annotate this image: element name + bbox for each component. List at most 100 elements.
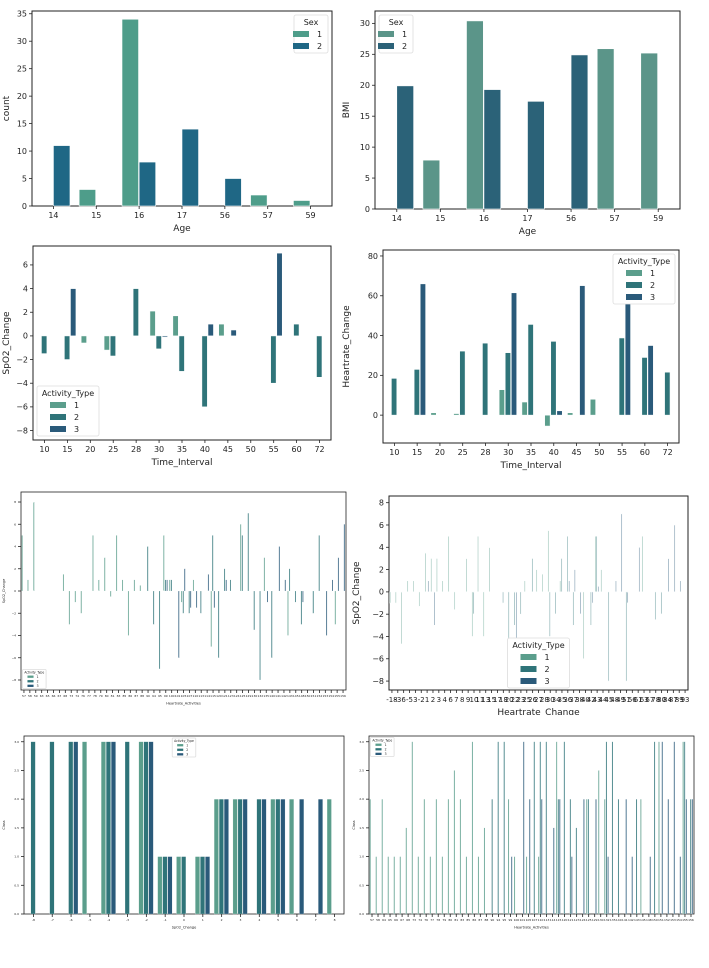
y-tick-label: 25	[17, 64, 27, 73]
bar	[261, 799, 267, 915]
bar	[49, 741, 55, 915]
bar	[550, 341, 557, 416]
bar	[318, 799, 323, 915]
bar	[556, 410, 563, 416]
bar	[133, 579, 135, 592]
x-tick-label: 85	[466, 918, 470, 922]
bar	[326, 799, 332, 915]
x-tick-label: 132	[257, 694, 263, 698]
bar	[138, 741, 144, 915]
x-tick-label: 120	[562, 918, 568, 922]
chart-spo2-class: 0.0 0.5 1.0 1.5 2.0 2.5 3.0 -8 -7 -6 -5 -4 -3 -2 -1 0 1 2…	[0, 730, 350, 930]
x-tick-label: 113	[198, 694, 204, 698]
bar	[635, 799, 638, 915]
bar	[664, 371, 671, 416]
bar	[138, 161, 156, 207]
bar	[511, 856, 513, 915]
x-tick-label: 155	[682, 918, 688, 922]
bar	[263, 557, 265, 592]
x-tick-label: 17	[522, 214, 532, 223]
y-tick-label: 1.5	[14, 826, 19, 830]
bar	[640, 52, 658, 210]
bar	[139, 585, 141, 592]
chart-svg: −8 −6 −4 −2 0 2 4 6 10 15 20 25 28 30 35 40 45 50 55 60 72 Ti…	[2, 245, 332, 468]
x-tick-label: 110	[538, 918, 544, 922]
legend-title: Sex	[389, 18, 404, 27]
bar	[504, 352, 511, 416]
x-tick-label: 6	[296, 918, 298, 922]
x-tick-label: 84	[663, 696, 672, 704]
legend-title: Activity_Type	[174, 739, 194, 743]
bar	[294, 590, 297, 603]
x-tick-label: 151	[311, 694, 317, 698]
bar	[104, 557, 106, 592]
bar	[176, 856, 181, 915]
legend-box	[171, 737, 197, 758]
bar	[661, 741, 663, 915]
legend-title: Activity_Type	[618, 257, 670, 266]
bar	[617, 799, 620, 915]
bar	[566, 535, 569, 593]
bar	[658, 741, 660, 915]
x-tick-label: 58	[376, 918, 380, 922]
bar	[587, 799, 589, 915]
bar	[547, 530, 550, 593]
y-tick-label: 6	[23, 261, 28, 270]
x-axis-label: Heartrate_Change	[497, 708, 580, 715]
x-tick-label: 154	[328, 694, 334, 698]
x-tick-label: -8	[32, 918, 35, 922]
x-tick-label: 121	[568, 918, 574, 922]
x-tick-label: 95	[158, 694, 162, 698]
x-tick-label: 83	[117, 694, 121, 698]
x-tick-label: 36	[563, 696, 572, 704]
bar	[250, 194, 268, 207]
x-tick-label: 28	[480, 448, 490, 457]
bar	[109, 335, 116, 357]
chart-svg: 0.00.51.01.52.02.53.0-8 -7 -6 -5 -4 -3 -2 -1 0 1 2…	[2, 735, 345, 930]
bar	[433, 591, 436, 626]
legend-title: Activity_Type	[42, 389, 94, 398]
x-tick-label: 25	[522, 696, 531, 704]
bar	[436, 558, 438, 593]
bar	[524, 580, 526, 593]
bar	[68, 590, 70, 625]
bar	[574, 569, 576, 593]
bar	[412, 580, 415, 593]
x-tick-label: 57	[610, 214, 620, 223]
y-tick-label: 35	[17, 10, 27, 19]
bar	[401, 591, 403, 645]
legend-swatch	[520, 654, 537, 660]
x-tick-label: -7	[51, 918, 54, 922]
bar	[682, 741, 684, 915]
bar	[116, 535, 118, 592]
bar	[64, 335, 71, 360]
bar	[270, 335, 277, 384]
x-tick-label: 90	[146, 694, 150, 698]
bar	[625, 591, 627, 682]
x-tick-label: 129	[592, 918, 598, 922]
y-tick-label: 1.5	[359, 826, 364, 830]
x-tick-label: 123	[228, 694, 234, 698]
bar	[30, 741, 36, 915]
bar	[653, 741, 656, 915]
bar	[92, 535, 94, 592]
bar	[660, 591, 663, 615]
x-tick-label: 101	[520, 918, 526, 922]
legend-label: 3	[37, 684, 39, 688]
bar	[166, 579, 168, 592]
bar	[387, 856, 389, 915]
y-tick-label: 4	[14, 545, 16, 549]
legend-title: Activity_Type	[372, 738, 392, 742]
x-tick-label: 40	[581, 696, 590, 704]
x-tick-label: 72	[314, 445, 324, 454]
bar	[559, 799, 561, 915]
bar	[369, 799, 371, 915]
x-tick-label: 25	[108, 445, 118, 454]
x-tick-label: 38	[575, 696, 584, 704]
legend: Activity_Type 1 2 3	[612, 253, 676, 305]
bar	[207, 323, 214, 337]
x-tick-label: 45	[223, 445, 233, 454]
x-tick-label: 8	[334, 918, 336, 922]
x-tick-label: 61	[634, 696, 643, 704]
